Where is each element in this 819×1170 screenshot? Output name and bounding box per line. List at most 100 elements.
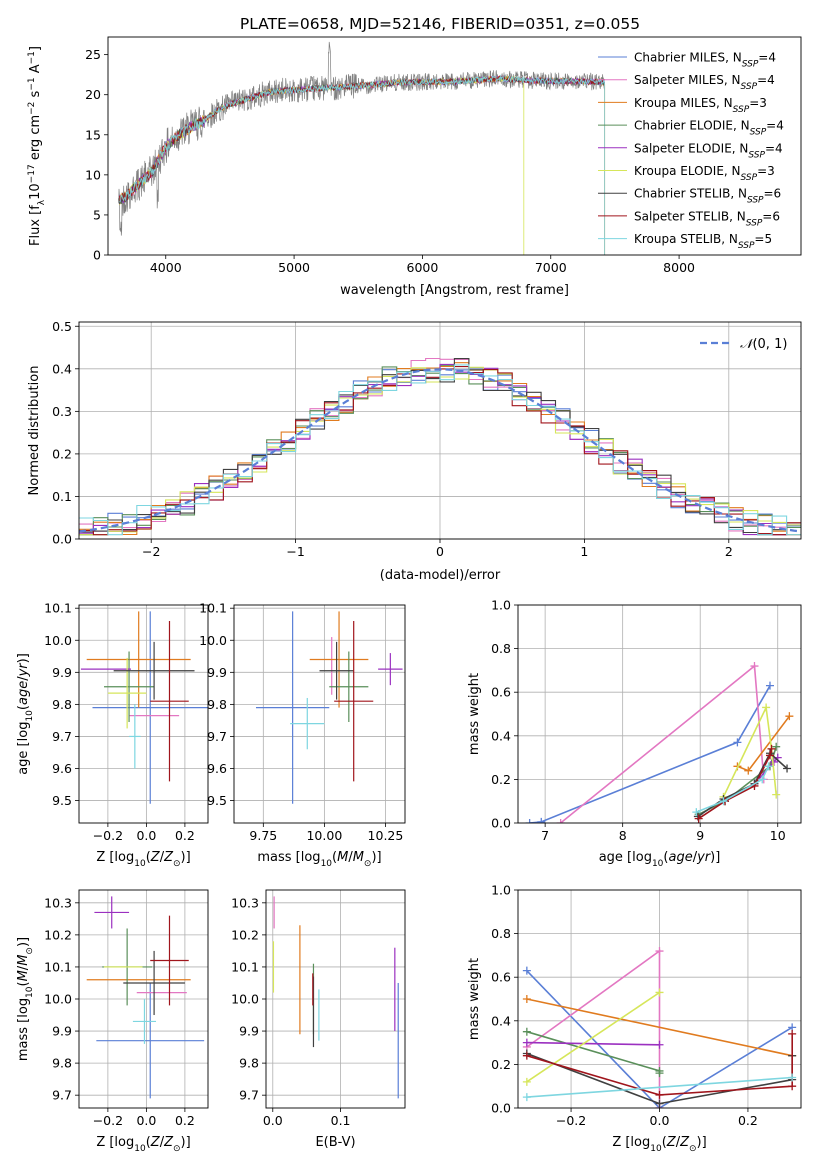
y-tick-label: 10.0 xyxy=(199,633,227,648)
legend-label: Kroupa MILES, NSSP=3 xyxy=(634,96,767,115)
y-tick-label: 0.4 xyxy=(491,1013,511,1028)
y-tick-label: 9.6 xyxy=(207,761,227,776)
y-tick-label: 9.8 xyxy=(52,697,72,712)
mass-vs-EBV-panel: 0.0 0.1 9.7 9.8 9.9 10.0 10.1 10.2 10.3 E(B-V) xyxy=(231,889,406,1150)
y-tick-label: 9.7 xyxy=(52,1088,72,1103)
x-tick-label: −2 xyxy=(142,544,160,559)
axes-frame xyxy=(107,36,802,256)
y-tick-label: 9.9 xyxy=(239,1024,259,1039)
y-tick-label: 0.8 xyxy=(491,641,511,656)
mass-vs-Z-panel: −0.2 0.0 0.2 9.7 9.8 9.9 10.0 10.1 10.2 10.3 Z [lo… xyxy=(16,889,209,1154)
series-elodie-salpeter xyxy=(522,1038,664,1049)
marker xyxy=(788,1082,797,1091)
y-tick-label: 0.0 xyxy=(491,1101,511,1116)
y-tick-label: 20 xyxy=(85,87,101,102)
x-tick-label: 7 xyxy=(541,828,549,843)
x-tick-label: 0.2 xyxy=(175,1113,195,1128)
model-spectrum-elodie-salpeter xyxy=(119,75,605,204)
grid xyxy=(79,890,208,1108)
marker xyxy=(522,966,531,975)
weight-vs-Z-panel: −0.2 0.0 0.2 0.0 0.2 0.4 0.6 0.8 1.0 Z [log10(Z/Z… xyxy=(467,883,802,1154)
error-bars xyxy=(255,611,403,804)
marker xyxy=(762,703,771,712)
marker xyxy=(655,1040,664,1049)
y-tick-label: 10.3 xyxy=(44,895,72,910)
series-line xyxy=(526,998,793,1057)
marker xyxy=(655,1099,664,1108)
series-elodie-chabrier xyxy=(522,1027,664,1078)
y-tick-label: 9.7 xyxy=(239,1088,259,1103)
histogram-elodie-salpeter xyxy=(79,363,801,536)
y-tick-label: 1.0 xyxy=(491,883,511,898)
normal-reference-curve xyxy=(78,368,802,533)
errorbar-stelib-kroupa xyxy=(129,704,141,769)
marker xyxy=(655,1069,664,1078)
y-tick-label: 0.6 xyxy=(491,970,511,985)
marker xyxy=(522,1038,531,1047)
y-tick-label: 10.0 xyxy=(44,992,72,1007)
marker xyxy=(772,742,781,751)
y-tick-label: 0.6 xyxy=(491,685,511,700)
axes-frame xyxy=(517,604,802,824)
errorbar-stelib-chabrier xyxy=(319,641,354,700)
marker xyxy=(765,751,774,760)
marker xyxy=(522,995,531,1003)
spectrum-lines xyxy=(117,41,606,255)
x-tick-label: −0.2 xyxy=(93,1113,123,1128)
series-elodie-kroupa xyxy=(522,988,664,1086)
y-tick-label: 9.5 xyxy=(52,793,72,808)
x-tick-label: 9 xyxy=(696,828,704,843)
legend-label: Chabrier ELODIE, NSSP=4 xyxy=(634,119,784,138)
model-spectrum-stelib-kroupa xyxy=(119,74,606,255)
legend-label: 𝒩(0, 1) xyxy=(740,337,787,352)
x-tick-label: 10 xyxy=(770,828,786,843)
errorbar-stelib-kroupa xyxy=(290,697,325,750)
marker xyxy=(758,775,767,784)
y-tick-label: 10.1 xyxy=(44,959,72,974)
y-tick-label: 0.2 xyxy=(491,1057,511,1072)
y-tick-label: 10.1 xyxy=(44,601,72,616)
x-tick-label: 5000 xyxy=(278,260,310,275)
errorbar-elodie-salpeter xyxy=(378,653,403,686)
x-axis-label: wavelength [Angstrom, rest frame] xyxy=(340,283,569,298)
error-bars xyxy=(86,896,205,1099)
observed-spectrum xyxy=(117,41,605,236)
y-tick-label: 9.9 xyxy=(207,665,227,680)
series-line xyxy=(526,1041,660,1046)
marker xyxy=(522,1077,531,1086)
errorbar-elodie-chabrier xyxy=(329,651,369,723)
marker xyxy=(655,988,664,997)
error-bars xyxy=(80,611,208,804)
y-tick-label: 9.9 xyxy=(52,1024,72,1039)
marker xyxy=(655,1090,664,1099)
grid xyxy=(79,605,208,823)
model-spectrum-stelib-salpeter xyxy=(119,75,605,203)
y-tick-label: 0.4 xyxy=(52,361,72,376)
x-tick-label: 10.25 xyxy=(368,828,404,843)
y-tick-label: 9.6 xyxy=(52,761,72,776)
grid xyxy=(234,605,405,823)
errorbar-elodie-kroupa xyxy=(107,657,147,729)
y-tick-label: 0.2 xyxy=(491,772,511,787)
age-vs-mass-panel: 9.75 10.00 10.25 9.5 9.6 9.7 9.8 9.9 10.0 10.1 mas… xyxy=(199,601,406,869)
series-miles-chabrier xyxy=(525,681,774,823)
error-bars xyxy=(272,896,399,1099)
y-tick-label: 5 xyxy=(93,207,101,222)
legend-label: Salpeter ELODIE, NSSP=4 xyxy=(634,141,783,160)
age-vs-Z-panel: −0.2 0.0 0.2 9.5 9.6 9.7 9.8 9.9 10.0 10.1 Z [log1… xyxy=(16,601,209,869)
x-tick-label: 6000 xyxy=(407,260,439,275)
series-stelib-kroupa xyxy=(522,1073,797,1102)
series-stelib-chabrier xyxy=(693,749,792,821)
x-tick-label: 0.0 xyxy=(136,1113,156,1128)
legend-label: Kroupa STELIB, NSSP=5 xyxy=(634,232,772,251)
errorbar-miles-kroupa xyxy=(309,611,369,708)
grid xyxy=(266,890,405,1108)
x-axis-label: age [log10(age/yr)] xyxy=(599,850,721,869)
y-tick-label: 10.0 xyxy=(231,992,259,1007)
series-miles-kroupa xyxy=(733,712,794,775)
figure-title: PLATE=0658, MJD=52146, FIBERID=0351, z=0… xyxy=(240,15,640,33)
x-tick-label: 1 xyxy=(580,544,588,559)
marker xyxy=(772,790,781,799)
y-tick-label: 0.4 xyxy=(491,728,511,743)
